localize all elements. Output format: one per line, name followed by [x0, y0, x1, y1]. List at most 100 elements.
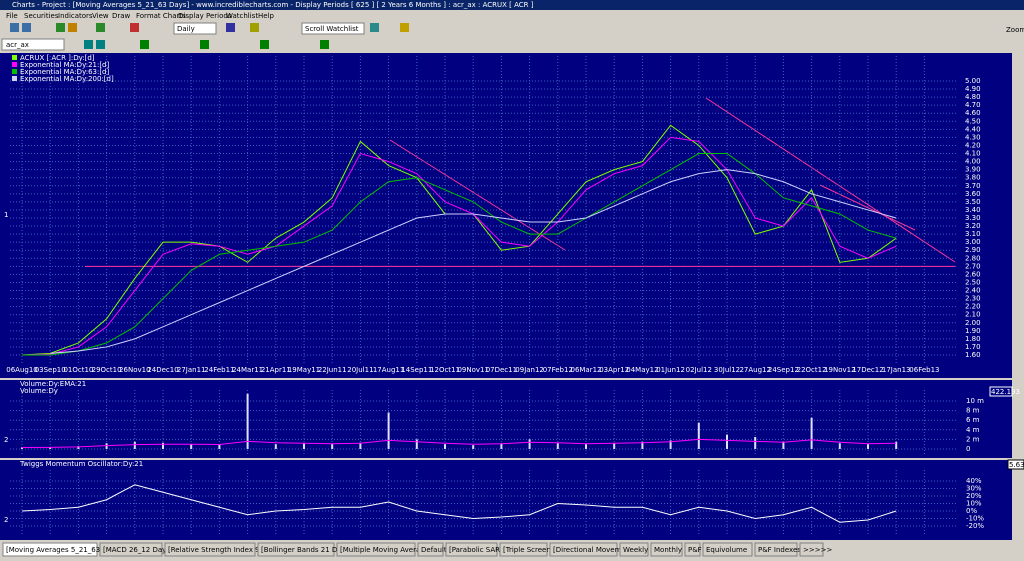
- tab[interactable]: [417, 542, 444, 557]
- icon[interactable]: [96, 23, 105, 32]
- tab-label: [Parabolic SAR]: [449, 546, 503, 554]
- icon[interactable]: [140, 40, 149, 49]
- y-tick-label: 4.80: [965, 93, 981, 101]
- tab-label: Equivolume: [706, 546, 747, 554]
- volume-bar: [754, 437, 757, 449]
- title-bar: [0, 0, 1024, 10]
- y-tick-label: 3.10: [965, 230, 981, 238]
- menu-item[interactable]: Securities: [24, 12, 59, 20]
- legend-swatch: [12, 62, 17, 67]
- icon[interactable]: [22, 23, 31, 32]
- volume-bar: [810, 417, 813, 449]
- volume-bar: [274, 444, 277, 449]
- y-tick-label: 3.00: [965, 238, 981, 246]
- toolbar-area: [0, 10, 1024, 52]
- tab[interactable]: [257, 542, 335, 557]
- icon[interactable]: [370, 23, 379, 32]
- volume-bar: [218, 444, 221, 449]
- icon[interactable]: [320, 40, 329, 49]
- icon[interactable]: [10, 23, 19, 32]
- x-tick-label: 24Dec10: [147, 366, 178, 374]
- x-tick-label: 02Jul12: [686, 366, 712, 374]
- pane-label: 2: [4, 436, 8, 444]
- icon[interactable]: [130, 23, 139, 32]
- volume-bar: [782, 441, 785, 449]
- tab[interactable]: [445, 542, 498, 557]
- x-tick-label: 22Oct12: [797, 366, 827, 374]
- menu-item[interactable]: Display Periods: [178, 12, 232, 20]
- menu-item[interactable]: File: [6, 12, 18, 20]
- menu-item[interactable]: Draw: [112, 12, 131, 20]
- tab[interactable]: [650, 542, 683, 557]
- tab[interactable]: [2, 542, 98, 557]
- oscillator-line: [21, 484, 897, 523]
- x-tick-label: 21Apr11: [261, 366, 291, 374]
- icon[interactable]: [96, 40, 105, 49]
- volume-bar: [585, 444, 587, 449]
- y-tick-label: 3.70: [965, 182, 981, 190]
- menu-item[interactable]: Watchlist: [226, 12, 258, 20]
- tab[interactable]: [164, 542, 256, 557]
- icon[interactable]: [84, 40, 93, 49]
- tab-label: Weekly: [623, 546, 648, 554]
- volume-bar: [867, 444, 869, 449]
- y-tick-label: 5.00: [965, 77, 981, 85]
- menu-item[interactable]: Format Charts: [136, 12, 186, 20]
- icon[interactable]: [56, 23, 65, 32]
- tab-label: [MACD 26_12 Days]: [103, 546, 173, 554]
- volume-bar: [895, 441, 898, 449]
- tab-label: Default: [421, 546, 447, 554]
- y-tick-label: 4.20: [965, 141, 981, 149]
- tab-label: [Relative Strength Index 9 Days]: [168, 546, 282, 554]
- tab[interactable]: [619, 542, 649, 557]
- period-select[interactable]: [173, 22, 217, 35]
- menu-item[interactable]: Indicators: [58, 12, 93, 20]
- tab[interactable]: [336, 542, 416, 557]
- x-tick-label: 14Sep11: [401, 366, 432, 374]
- y-tick-label: 2.60: [965, 270, 981, 278]
- icon[interactable]: [400, 23, 409, 32]
- security-box[interactable]: [1, 38, 65, 51]
- x-tick-label: 17Aug11: [373, 366, 404, 374]
- volume-bar: [472, 445, 475, 449]
- y-tick-label: 2.20: [965, 303, 981, 311]
- tab[interactable]: [99, 542, 163, 557]
- volume-bar: [641, 441, 644, 449]
- tab[interactable]: [499, 542, 548, 557]
- y-tick-label: 3.60: [965, 190, 981, 198]
- volume-bar: [726, 434, 728, 449]
- icon[interactable]: [200, 40, 209, 49]
- menu-item[interactable]: Help: [258, 12, 275, 20]
- y-tick-label: 4.50: [965, 117, 981, 125]
- volume-bar: [528, 439, 531, 449]
- legend-swatch: [12, 69, 17, 74]
- tab[interactable]: [684, 542, 701, 557]
- tab[interactable]: [754, 542, 798, 557]
- pane-label: 1: [4, 211, 8, 219]
- icon[interactable]: [260, 40, 269, 49]
- icon[interactable]: [250, 23, 259, 32]
- legend-swatch: [12, 55, 17, 60]
- volume-bar: [21, 447, 23, 449]
- icon[interactable]: [68, 23, 77, 32]
- volume-ema-line: [21, 438, 897, 449]
- x-tick-label: 24Mar11: [232, 366, 263, 374]
- watchlist-select[interactable]: [301, 22, 365, 35]
- icon[interactable]: [226, 23, 235, 32]
- tab[interactable]: [549, 542, 618, 557]
- tab[interactable]: [799, 542, 824, 557]
- volume-bar: [77, 446, 80, 449]
- x-tick-label: 09Nov11: [457, 366, 488, 374]
- tab[interactable]: [702, 542, 753, 557]
- y-tick-label: 1.60: [965, 351, 981, 359]
- x-tick-label: 19Nov12: [824, 366, 855, 374]
- volume-bar: [669, 440, 672, 449]
- series-line: [21, 136, 897, 356]
- zoom-button[interactable]: Zoom: [1006, 26, 1024, 34]
- security-input[interactable]: acr_ax: [6, 41, 29, 49]
- tab-label: [Bollinger Bands 21 Days]: [261, 546, 352, 554]
- menu-item[interactable]: View: [92, 12, 109, 20]
- y-tick-label: 2.80: [965, 254, 981, 262]
- x-tick-label: 17Dec12: [852, 366, 883, 374]
